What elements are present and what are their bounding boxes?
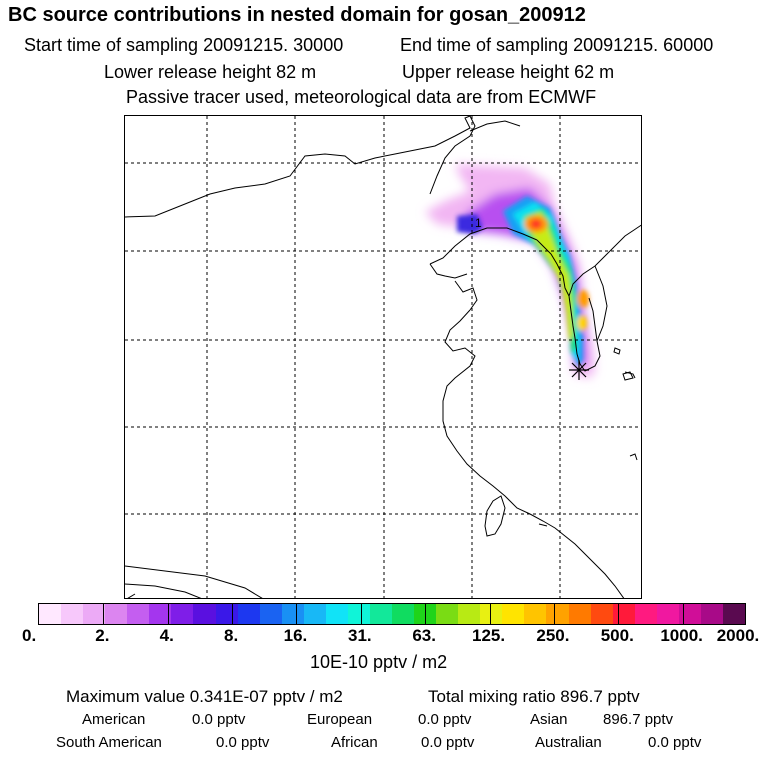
color-scale-segment	[259, 604, 282, 624]
color-scale-segment	[127, 604, 150, 624]
start-time-text: Start time of sampling 20091215. 30000	[24, 35, 344, 55]
color-scale-segment	[612, 604, 635, 624]
color-scale-segment	[237, 604, 260, 624]
color-scale-divider	[167, 604, 169, 624]
end-time-text: End time of sampling 20091215. 60000	[400, 35, 714, 55]
color-scale-segment	[524, 604, 547, 624]
color-scale-tick-label: 2000.	[716, 626, 760, 645]
color-scale-tick-label: 2.	[95, 626, 110, 645]
color-scale-divider	[553, 604, 555, 624]
lower-release-height-text: Lower release height 82 m	[104, 62, 317, 82]
color-scale-divider	[360, 604, 362, 624]
map-panel: 1	[124, 115, 642, 599]
color-scale-segment	[458, 604, 481, 624]
region-name: South American	[56, 734, 162, 751]
color-scale-segment	[325, 604, 348, 624]
color-scale-segment	[700, 604, 723, 624]
region-name: European	[307, 711, 373, 728]
region-value: 0.0 pptv	[421, 734, 475, 751]
coastlines	[125, 116, 641, 598]
color-scale-segment	[634, 604, 657, 624]
region-value: 0.0 pptv	[418, 711, 472, 728]
color-scale-segment	[193, 604, 216, 624]
color-scale-segment	[215, 604, 238, 624]
color-scale-segment	[722, 604, 745, 624]
color-scale-tick-label: 16.	[283, 626, 308, 645]
color-scale-segment	[656, 604, 679, 624]
color-scale-tick-label: 63.	[412, 626, 436, 645]
region-value: 0.0 pptv	[216, 734, 270, 751]
color-scale-segment	[171, 604, 194, 624]
color-scale-divider	[682, 604, 684, 624]
color-scale-tick-label: 1000.	[660, 626, 703, 645]
color-scale-segment	[392, 604, 415, 624]
color-scale-tick-label: 31.	[347, 626, 372, 645]
lat-lon-grid	[125, 116, 641, 598]
region-name: African	[331, 734, 378, 751]
color-scale-segment	[39, 604, 62, 624]
tracer-note-text: Passive tracer used, meteorological data…	[126, 87, 597, 107]
plume-field	[425, 164, 595, 378]
total-mixing-ratio-text: Total mixing ratio 896.7 pptv	[428, 687, 640, 706]
color-scale-segment	[61, 604, 84, 624]
region-name: Asian	[530, 711, 568, 728]
color-scale-tick-label: 125.	[471, 626, 506, 645]
color-scale-divider	[489, 604, 491, 624]
receptor-marker	[569, 360, 589, 380]
color-scale-divider	[425, 604, 427, 624]
region-name: Australian	[535, 734, 602, 751]
color-scale-tick-label: 4.	[159, 626, 174, 645]
color-scale-segment	[303, 604, 326, 624]
color-scale-segment	[369, 604, 392, 624]
color-scale-segment	[502, 604, 525, 624]
color-scale-segment	[436, 604, 459, 624]
map-title: BC source contributions in nested domain…	[8, 4, 586, 26]
color-scale-segment	[281, 604, 304, 624]
color-scale-segment	[590, 604, 613, 624]
receptor-label: 1	[475, 216, 482, 230]
color-scale-segment	[480, 604, 503, 624]
color-scale-segment	[105, 604, 128, 624]
color-scale-segment	[347, 604, 370, 624]
map-canvas: 1	[125, 116, 641, 598]
color-scale-tick-label: 250.	[536, 626, 570, 645]
color-scale-divider	[103, 604, 105, 624]
color-scale-segment	[83, 604, 106, 624]
color-scale-unit: 10E-10 pptv / m2	[310, 652, 448, 672]
color-scale-segment	[414, 604, 437, 624]
color-scale-tick-label: 8.	[223, 626, 239, 645]
region-value: 896.7 pptv	[603, 711, 674, 728]
upper-release-height-text: Upper release height 62 m	[402, 62, 615, 82]
region-value: 0.0 pptv	[192, 711, 246, 728]
color-scale-segment	[149, 604, 172, 624]
region-name: American	[82, 711, 146, 728]
color-scale-bar	[38, 603, 746, 625]
color-scale-segment	[568, 604, 591, 624]
color-scale-divider	[618, 604, 620, 624]
region-value: 0.0 pptv	[648, 734, 702, 751]
color-scale-divider	[232, 604, 234, 624]
color-scale-tick-label: 0.	[22, 626, 37, 645]
color-scale-segment	[678, 604, 701, 624]
color-scale-divider	[296, 604, 298, 624]
maximum-value-text: Maximum value 0.341E-07 pptv / m2	[66, 687, 343, 706]
color-scale-tick-label: 500.	[600, 626, 634, 645]
color-scale-segment	[546, 604, 569, 624]
